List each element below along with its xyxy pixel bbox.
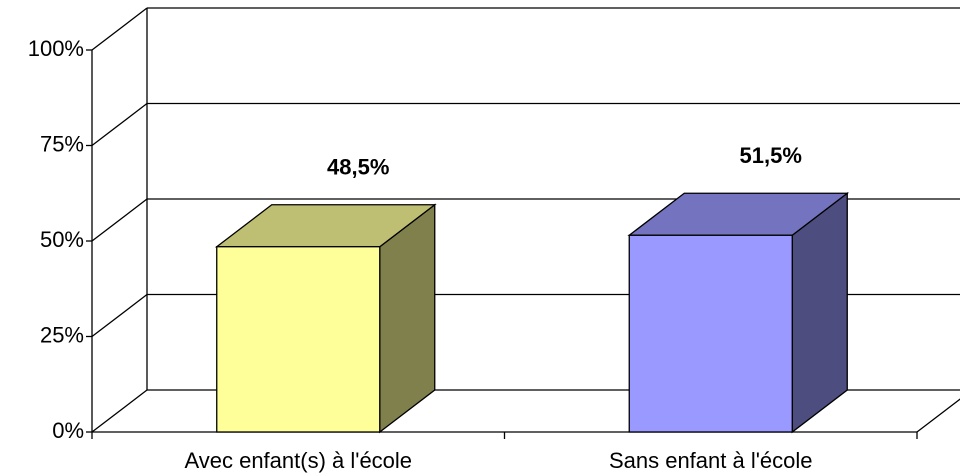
bar bbox=[216, 246, 381, 433]
y-tick-label: 100% bbox=[28, 36, 84, 61]
x-tick-label: Sans enfant à l'école bbox=[609, 448, 813, 473]
y-tick-label: 0% bbox=[52, 418, 84, 443]
grid-line bbox=[91, 389, 148, 433]
grid-line bbox=[91, 7, 148, 51]
grid-line bbox=[91, 293, 148, 338]
grid-line bbox=[91, 198, 148, 242]
grid-line bbox=[91, 102, 148, 147]
x-tick-label: Avec enfant(s) à l'école bbox=[184, 448, 412, 473]
y-tick-label: 50% bbox=[40, 227, 84, 252]
bar bbox=[628, 234, 793, 433]
y-tick-label: 75% bbox=[40, 131, 84, 156]
data-label: 48,5% bbox=[327, 155, 389, 180]
y-tick-label: 25% bbox=[40, 322, 84, 347]
floor-edge bbox=[916, 398, 960, 433]
data-label: 51,5% bbox=[740, 143, 802, 168]
